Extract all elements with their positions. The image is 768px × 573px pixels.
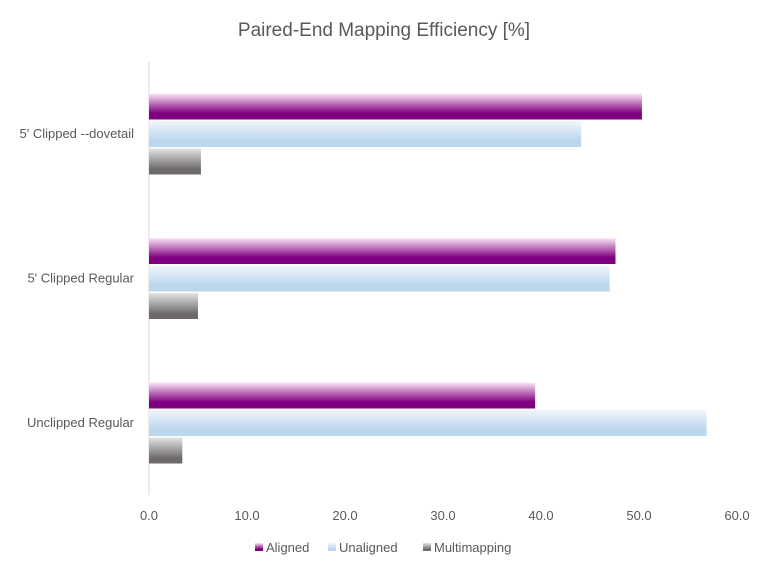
legend: Aligned Unaligned Multimapping	[255, 540, 511, 555]
legend-swatch-multimapping	[423, 543, 431, 551]
bar-aligned-1	[149, 238, 616, 264]
bar-multimapping-1	[149, 293, 198, 319]
legend-label-aligned: Aligned	[266, 540, 309, 555]
bar-aligned-0	[149, 93, 642, 120]
bar-aligned-2	[149, 382, 536, 409]
x-tick-label: 30.0	[430, 508, 455, 523]
x-tick-label: 60.0	[724, 508, 749, 523]
chart-title: Paired-End Mapping Efficiency [%]	[238, 20, 530, 41]
bar-unaligned-2	[149, 410, 707, 436]
category-label: 5' Clipped --dovetail	[20, 126, 135, 141]
legend-label-multimapping: Multimapping	[434, 540, 511, 555]
legend-swatch-unaligned	[328, 543, 336, 551]
legend-label-unaligned: Unaligned	[339, 540, 398, 555]
x-tick-label: 50.0	[626, 508, 651, 523]
x-tick-label: 10.0	[234, 508, 259, 523]
legend-swatch-aligned	[255, 543, 263, 551]
x-tick-label: 40.0	[528, 508, 553, 523]
x-tick-label: 0.0	[140, 508, 158, 523]
category-label: 5' Clipped Regular	[27, 271, 134, 286]
bar-unaligned-1	[149, 265, 610, 292]
x-tick-label: 20.0	[332, 508, 357, 523]
bar-multimapping-0	[149, 148, 201, 175]
bar-unaligned-0	[149, 121, 582, 147]
category-label: Unclipped Regular	[27, 415, 135, 430]
bar-multimapping-2	[149, 437, 183, 464]
